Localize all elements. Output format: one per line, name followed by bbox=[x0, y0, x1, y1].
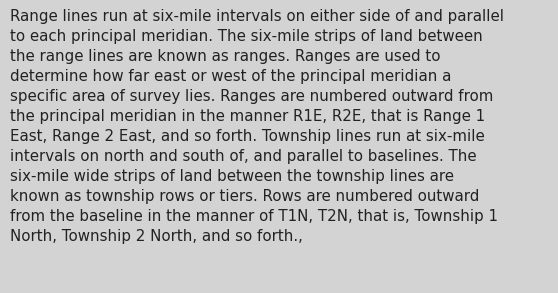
Text: Range lines run at six-mile intervals on either side of and parallel
to each pri: Range lines run at six-mile intervals on… bbox=[10, 9, 504, 244]
